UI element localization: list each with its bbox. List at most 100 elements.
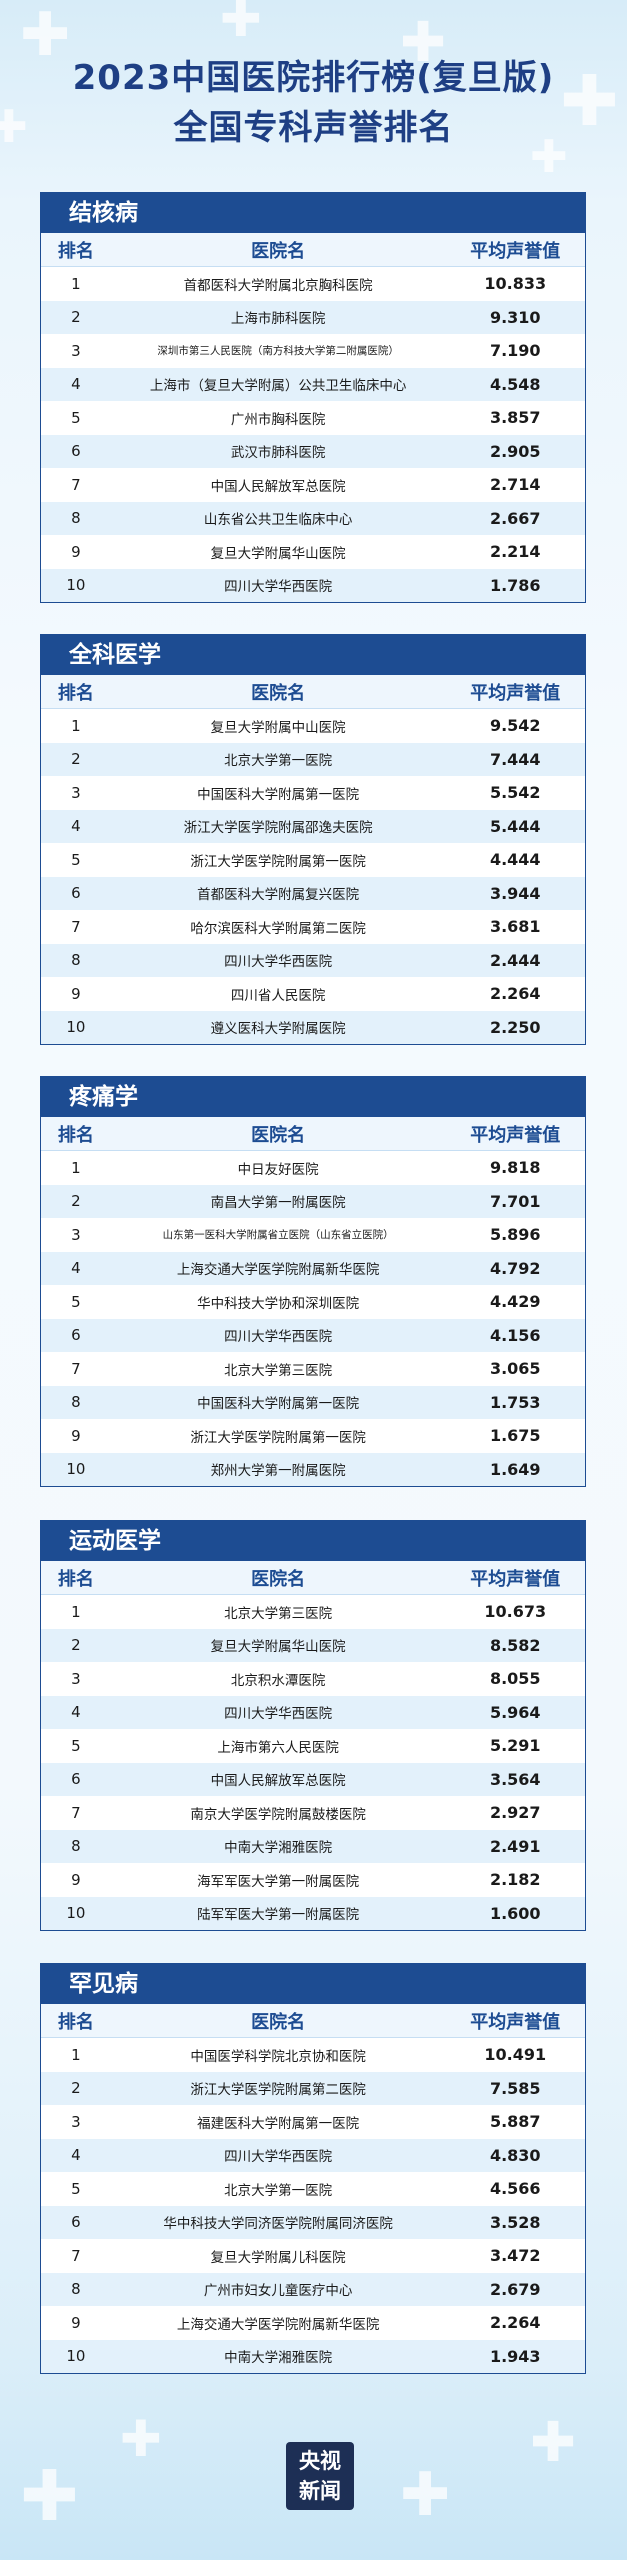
rank-cell: 7 — [71, 917, 81, 936]
table-row: 4 四川大学华西医院 5.964 — [41, 1695, 585, 1729]
rank-cell: 6 — [71, 1326, 81, 1345]
ranking-table: 结核病 排名 医院名 平均声誉值 1 首都医科大学附属北京胸科医院 10.833 2 上海市肺科… — [40, 192, 586, 603]
rank-cell: 7 — [71, 2246, 81, 2265]
table-row: 8 广州市妇女儿童医疗中心 2.679 — [41, 2272, 585, 2306]
table-row: 3 福建医科大学附属第一医院 5.887 — [41, 2105, 585, 2139]
hospital-name-cell: 华中科技大学协和深圳医院 — [197, 1295, 360, 1312]
rank-cell: 3 — [71, 2112, 81, 2131]
score-cell: 2.905 — [489, 441, 541, 461]
hospital-name-cell: 广州市胸科医院 — [230, 411, 326, 428]
table-header-row: 排名 医院名 平均声誉值 — [41, 1561, 585, 1595]
rank-cell: 8 — [71, 509, 81, 528]
table-row: 8 四川大学华西医院 2.444 — [41, 943, 585, 977]
score-cell: 5.964 — [489, 1702, 541, 1722]
score-cell: 4.566 — [489, 2179, 541, 2199]
hospital-name-cell: 四川大学华西医院 — [224, 1706, 333, 1723]
score-cell: 9.818 — [489, 1158, 541, 1178]
rank-cell: 3 — [71, 341, 81, 360]
rank-cell: 2 — [71, 750, 81, 769]
table-row: 2 复旦大学附属华山医院 8.582 — [41, 1628, 585, 1662]
rank-cell: 5 — [71, 2179, 81, 2198]
hospital-name-cell: 四川大学华西医院 — [224, 2149, 333, 2166]
table-row: 6 华中科技大学同济医学院附属同济医院 3.528 — [41, 2205, 585, 2239]
rank-cell: 1 — [71, 274, 81, 293]
hospital-name-cell: 四川省人民医院 — [230, 987, 326, 1004]
hospital-name-cell: 上海交通大学医学院附属新华医院 — [176, 2316, 380, 2333]
ranking-table: 疼痛学 排名 医院名 平均声誉值 1 中日友好医院 9.818 2 南昌大学第一附属医院 7.70… — [40, 1076, 586, 1487]
hospital-name-cell: 海军军医大学第一附属医院 — [197, 1873, 360, 1890]
table-row: 6 中国人民解放军总医院 3.564 — [41, 1762, 585, 1796]
ranking-table: 全科医学 排名 医院名 平均声誉值 1 复旦大学附属中山医院 9.542 2 北京大学第一医院 7… — [40, 634, 586, 1045]
hospital-name-cell: 上海交通大学医学院附属新华医院 — [176, 1262, 380, 1279]
score-cell: 9.310 — [489, 307, 541, 327]
cross-decoration-icon: ✚ — [120, 2410, 162, 2468]
score-cell: 2.679 — [489, 2279, 541, 2299]
rank-cell: 4 — [71, 375, 81, 394]
table-row: 10 中南大学湘雅医院 1.943 — [41, 2339, 585, 2373]
hospital-name-cell: 福建医科大学附属第一医院 — [197, 2115, 360, 2132]
table-header-row: 排名 医院名 平均声誉值 — [41, 2004, 585, 2038]
table-row: 1 中日友好医院 9.818 — [41, 1151, 585, 1185]
hospital-name-cell: 中日友好医院 — [237, 1161, 319, 1178]
score-cell: 2.714 — [489, 475, 541, 495]
score-cell: 3.472 — [489, 2246, 541, 2266]
page-title: 2023中国医院排行榜(复旦版) — [72, 58, 555, 98]
hospital-name-cell: 北京积水潭医院 — [230, 1672, 326, 1689]
table-row: 3 山东第一医科大学附属省立医院（山东省立医院） 5.896 — [41, 1218, 585, 1252]
table-row: 6 首都医科大学附属复兴医院 3.944 — [41, 876, 585, 910]
score-cell: 3.944 — [489, 883, 541, 903]
hospital-name-cell: 深圳市第三人民医院（南方科技大学第二附属医院） — [157, 345, 399, 358]
table-row: 9 四川省人民医院 2.264 — [41, 977, 585, 1011]
hospital-name-cell: 中国医学科学院北京协和医院 — [190, 2048, 366, 2065]
table-row: 9 浙江大学医学院附属第一医院 1.675 — [41, 1419, 585, 1453]
score-cell: 3.681 — [489, 917, 541, 937]
score-cell: 9.542 — [489, 716, 541, 736]
table-row: 8 山东省公共卫生临床中心 2.667 — [41, 501, 585, 535]
score-cell: 7.444 — [489, 749, 541, 769]
section-title: 全科医学 — [41, 635, 585, 675]
ranking-table: 运动医学 排名 医院名 平均声誉值 1 北京大学第三医院 10.673 2 复旦大学附属华山医院… — [40, 1520, 586, 1931]
hospital-name-cell: 山东第一医科大学附属省立医院（山东省立医院） — [162, 1229, 394, 1242]
table-row: 3 深圳市第三人民医院（南方科技大学第二附属医院） 7.190 — [41, 334, 585, 368]
hospital-name-cell: 南京大学医学院附属鼓楼医院 — [190, 1806, 366, 1823]
table-row: 10 陆军军医大学第一附属医院 1.600 — [41, 1896, 585, 1930]
score-cell: 7.585 — [489, 2078, 541, 2098]
hospital-name-cell: 复旦大学附属儿科医院 — [210, 2249, 346, 2266]
page-subtitle: 全国专科声誉排名 — [173, 108, 454, 148]
rank-cell: 10 — [66, 1904, 86, 1923]
table-row: 2 北京大学第一医院 7.444 — [41, 742, 585, 776]
column-header-hospital: 医院名 — [251, 1124, 306, 1146]
score-cell: 2.250 — [489, 1017, 541, 1037]
hospital-name-cell: 上海市（复旦大学附属）公共卫生临床中心 — [149, 378, 407, 395]
rank-cell: 3 — [71, 1669, 81, 1688]
rank-cell: 4 — [71, 817, 81, 836]
hospital-name-cell: 南昌大学第一附属医院 — [210, 1195, 346, 1212]
table-row: 4 上海市（复旦大学附属）公共卫生临床中心 4.548 — [41, 367, 585, 401]
rank-cell: 1 — [71, 1602, 81, 1621]
score-cell: 7.190 — [489, 341, 541, 361]
hospital-name-cell: 浙江大学医学院附属第二医院 — [190, 2082, 366, 2099]
table-row: 4 四川大学华西医院 4.830 — [41, 2138, 585, 2172]
hospital-name-cell: 北京大学第一医院 — [224, 2182, 333, 2199]
rank-cell: 10 — [66, 1018, 86, 1037]
rank-cell: 1 — [71, 1158, 81, 1177]
hospital-name-cell: 上海市第六人民医院 — [217, 1739, 339, 1756]
rank-cell: 8 — [71, 1393, 81, 1412]
hospital-name-cell: 四川大学华西医院 — [224, 954, 333, 971]
cross-decoration-icon: ✚ — [220, 0, 262, 48]
rank-cell: 2 — [71, 308, 81, 327]
hospital-name-cell: 复旦大学附属华山医院 — [210, 545, 346, 562]
table-row: 5 广州市胸科医院 3.857 — [41, 401, 585, 435]
hospital-name-cell: 陆军军医大学第一附属医院 — [197, 1907, 360, 1924]
score-cell: 2.214 — [489, 542, 541, 562]
score-cell: 8.055 — [489, 1669, 541, 1689]
rank-cell: 5 — [71, 850, 81, 869]
hospital-name-cell: 浙江大学医学院附属第一医院 — [190, 1429, 366, 1446]
hospital-name-cell: 哈尔滨医科大学附属第二医院 — [190, 920, 366, 937]
hospital-name-cell: 中国人民解放军总医院 — [210, 478, 346, 495]
hospital-name-cell: 四川大学华西医院 — [224, 1329, 333, 1346]
score-cell: 3.065 — [489, 1359, 541, 1379]
table-row: 1 首都医科大学附属北京胸科医院 10.833 — [41, 267, 585, 301]
table-row: 8 中南大学湘雅医院 2.491 — [41, 1829, 585, 1863]
cross-decoration-icon: ✚ — [530, 2410, 577, 2474]
